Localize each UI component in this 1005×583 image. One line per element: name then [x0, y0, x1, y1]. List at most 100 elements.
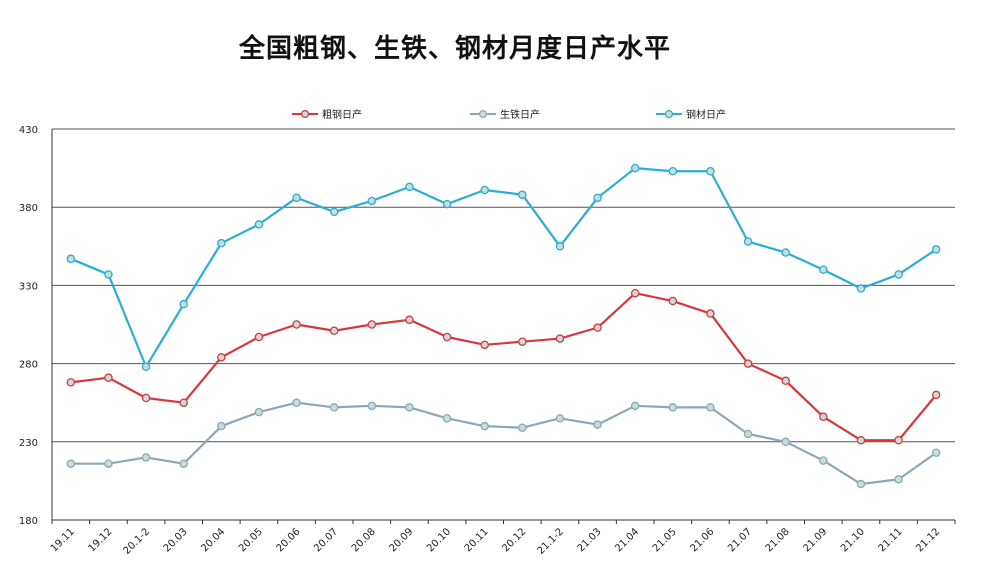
legend-item: 生铁日产 [470, 108, 540, 121]
x-tick-label: 20.11 [463, 526, 491, 554]
legend-marker [301, 109, 310, 118]
x-tick-label: 21.05 [651, 526, 679, 554]
axes [51, 129, 956, 524]
legend-item: 粗钢日产 [292, 108, 362, 121]
data-point [668, 296, 678, 306]
data-point [442, 332, 452, 342]
x-tick-label: 21.04 [613, 526, 641, 554]
data-point [593, 420, 602, 429]
series-line [70, 401, 937, 486]
series-lines [66, 163, 941, 489]
data-point [141, 362, 151, 371]
x-tick-label: 20.04 [199, 526, 227, 554]
data-point [931, 448, 941, 457]
data-point [518, 337, 527, 346]
data-point [442, 199, 452, 209]
data-point [819, 412, 828, 422]
y-tick-label: 380 [19, 203, 38, 214]
x-tick-label: 20.12 [500, 526, 528, 554]
data-point [179, 459, 188, 468]
data-point [781, 248, 790, 257]
data-point [630, 163, 640, 173]
data-point [104, 459, 113, 468]
y-tick-label: 180 [19, 516, 38, 527]
y-tick-label: 430 [19, 125, 38, 136]
series-2 [66, 398, 941, 489]
data-point [217, 421, 226, 431]
legend-label: 钢材日产 [686, 108, 726, 121]
data-point [593, 323, 602, 332]
data-point [706, 309, 715, 318]
data-point [706, 403, 715, 412]
data-point [217, 353, 226, 362]
x-tick-label: 21.1-2 [535, 526, 566, 557]
x-tick-label: 20.03 [162, 526, 190, 554]
data-point [743, 429, 753, 439]
data-point [367, 401, 377, 411]
data-point [931, 245, 941, 254]
data-point [894, 475, 903, 484]
data-point [555, 242, 565, 251]
data-point [819, 265, 828, 275]
legend-marker [479, 109, 488, 118]
x-tick-label: 19.12 [87, 526, 115, 554]
series-line [70, 292, 938, 442]
data-point [405, 403, 414, 412]
data-point [706, 166, 715, 176]
data-point [856, 284, 866, 293]
data-point [254, 407, 264, 417]
data-point [141, 393, 151, 403]
data-point [217, 238, 226, 248]
series-3 [66, 163, 941, 371]
data-point [518, 423, 527, 432]
data-point [254, 220, 264, 229]
x-tick-label: 21.06 [689, 526, 717, 554]
data-point [104, 373, 113, 382]
data-point [894, 270, 903, 279]
data-point [367, 196, 377, 206]
data-point [743, 237, 753, 246]
data-point [480, 340, 489, 350]
data-point [819, 456, 828, 465]
x-tick-label: 20.07 [312, 526, 340, 554]
data-point [442, 414, 452, 423]
data-point [480, 185, 489, 195]
series-1 [66, 288, 941, 445]
data-point [555, 334, 565, 343]
data-point [179, 299, 188, 309]
y-tick-labels: 180 230 280 330 380 430 [19, 125, 38, 527]
data-point [480, 421, 489, 431]
data-point [329, 207, 339, 217]
data-point [329, 403, 339, 412]
x-tick-label: 19.11 [49, 526, 77, 554]
legend: 粗钢日产 生铁日产 钢材日产 [292, 108, 726, 121]
y-tick-label: 280 [19, 360, 38, 371]
x-tick-label: 21.11 [877, 526, 905, 554]
x-tick-label: 20.09 [388, 526, 416, 554]
x-tick-labels: 19.11 19.12 20.1-2 20.03 20.04 20.05 20.06 20.0… [49, 526, 942, 557]
data-point [668, 403, 678, 412]
data-point [254, 332, 264, 342]
data-point [329, 326, 339, 336]
data-point [66, 459, 76, 468]
x-tick-label: 21.08 [764, 526, 792, 554]
data-point [856, 479, 866, 489]
data-point [292, 398, 301, 407]
x-tick-label: 20.05 [237, 526, 265, 554]
x-tick-label: 21.07 [726, 526, 754, 554]
y-tick-label: 330 [19, 281, 38, 292]
data-point [367, 320, 377, 329]
data-point [555, 414, 565, 423]
series-line [70, 167, 937, 368]
legend-item: 钢材日产 [656, 108, 726, 121]
data-point [781, 437, 790, 447]
gridlines [52, 128, 955, 443]
x-tick-label: 20.08 [350, 526, 378, 554]
data-point [292, 320, 301, 329]
data-point [856, 435, 866, 445]
data-point [593, 193, 602, 203]
data-point [405, 182, 414, 192]
data-point [405, 315, 414, 325]
x-tick-label: 21.12 [914, 526, 942, 554]
